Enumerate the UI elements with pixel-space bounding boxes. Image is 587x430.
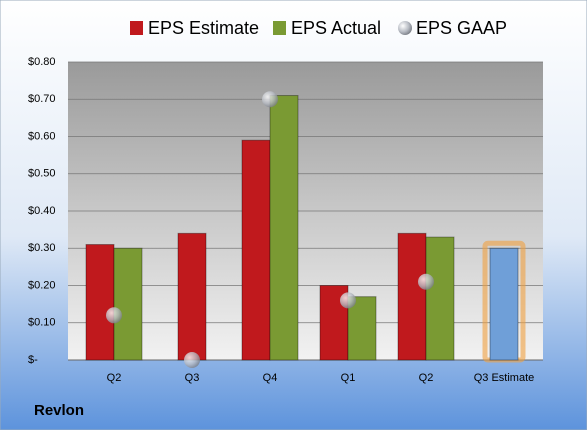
legend-label: EPS GAAP: [416, 18, 507, 38]
x-tick-label: Q2: [419, 372, 434, 384]
gaap-marker: [418, 273, 434, 290]
y-tick-label: $0.80: [28, 56, 56, 68]
bar: [241, 139, 271, 361]
bar: [269, 95, 299, 361]
legend-marker: [130, 21, 143, 35]
legend-marker: [273, 21, 286, 35]
legend-marker: [398, 21, 412, 35]
legend-label: EPS Estimate: [148, 18, 259, 38]
y-tick-label: $0.30: [28, 242, 56, 254]
bar: [113, 247, 143, 361]
y-tick-label: $0.20: [28, 279, 56, 291]
x-tick-label: Q3 Estimate: [474, 372, 535, 384]
gaap-marker: [184, 352, 200, 368]
x-tick-label: Q3: [185, 372, 200, 384]
x-tick-label: Q1: [341, 372, 356, 384]
bar: [85, 244, 115, 361]
x-tick-label: Q2: [107, 372, 122, 384]
y-tick-label: $0.10: [28, 317, 56, 329]
gaap-marker: [106, 307, 122, 324]
bar: [397, 232, 427, 361]
y-tick-label: $-: [28, 354, 38, 366]
y-tick-label: $0.70: [28, 93, 56, 105]
bar: [177, 232, 207, 361]
y-tick-label: $0.50: [28, 168, 56, 180]
gaap-marker: [262, 91, 278, 108]
gaap-marker: [340, 292, 356, 309]
legend-label: EPS Actual: [291, 18, 381, 38]
bar: [425, 236, 455, 361]
bar: [347, 296, 377, 361]
chart-title: Revlon: [34, 402, 84, 419]
y-tick-label: $0.40: [28, 205, 56, 217]
y-tick-label: $0.60: [28, 130, 56, 142]
x-tick-label: Q4: [263, 372, 278, 384]
bar: [489, 247, 519, 361]
